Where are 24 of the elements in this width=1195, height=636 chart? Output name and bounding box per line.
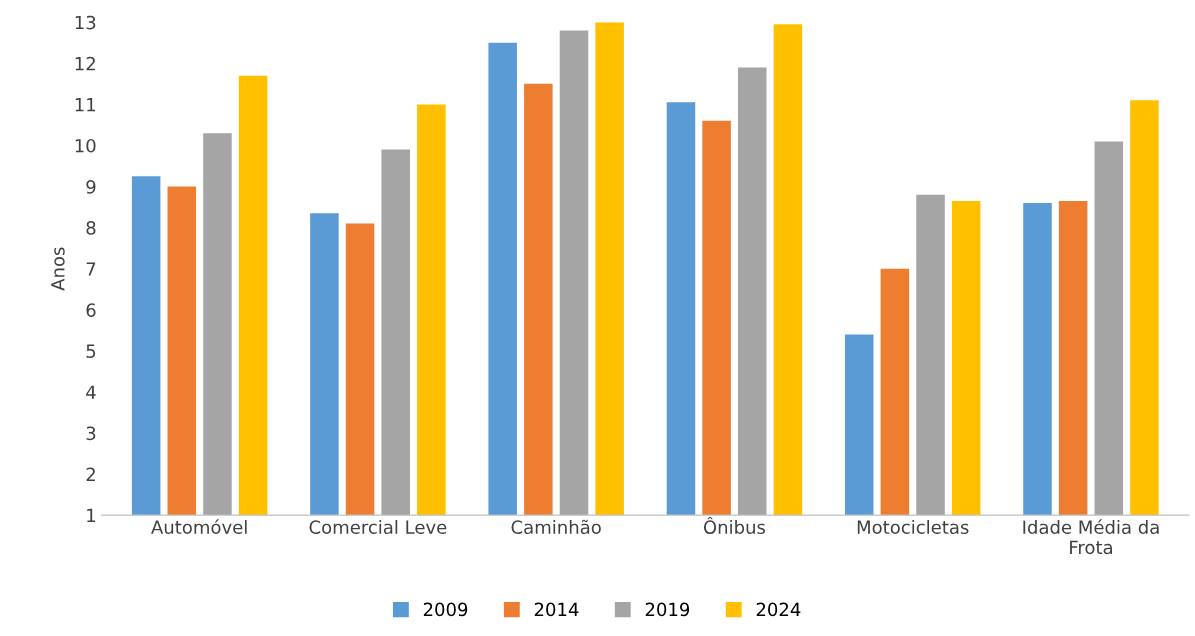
- y-tick-label: 11: [75, 98, 96, 112]
- y-tick-label: 6: [86, 303, 96, 317]
- x-tick-label: Caminhão: [511, 519, 601, 534]
- y-tick-label: 5: [86, 344, 96, 358]
- y-tick-label: 12: [75, 56, 95, 71]
- y-tick-label: 13: [75, 15, 96, 30]
- y-tick-label: 10: [75, 138, 96, 153]
- y-axis-title: Anos: [51, 247, 65, 291]
- legend-label: 2014: [534, 602, 579, 617]
- y-tick-label: 3: [86, 426, 96, 441]
- x-tick-label: Motocicletas: [857, 520, 969, 534]
- x-tick-label: Idade Média da Frota: [1023, 519, 1159, 555]
- legend-label: 2009: [423, 602, 468, 617]
- x-tick-label: Ônibus: [703, 517, 766, 534]
- legend-label: 2019: [645, 602, 690, 617]
- x-tick-label: Comercial Leve: [309, 520, 447, 534]
- y-tick-label: 8: [86, 221, 96, 235]
- y-tick-label: 1: [87, 508, 96, 523]
- y-tick-label: 9: [86, 180, 96, 194]
- legend-label: 2024: [756, 602, 801, 617]
- y-tick-label: 7: [86, 262, 96, 276]
- x-tick-label: Automóvel: [151, 519, 247, 534]
- y-tick-label: 2: [86, 467, 95, 481]
- y-tick-label: 4: [86, 385, 96, 399]
